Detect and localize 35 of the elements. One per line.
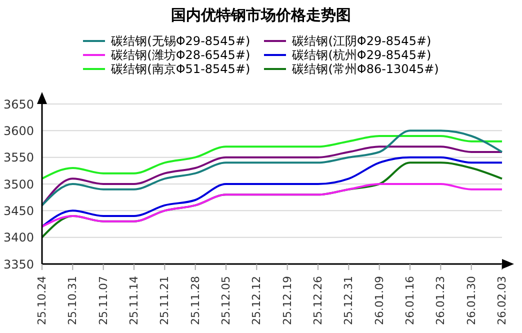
chart-title: 国内优特钢市场价格走势图: [170, 5, 352, 26]
line-series: [41, 183, 503, 228]
y-tick-label: 3550: [3, 150, 34, 165]
x-tick-label: 26.01.23: [434, 276, 448, 325]
y-tick-label: 3500: [3, 177, 34, 192]
x-tick-label: 25.11.21: [158, 276, 172, 325]
x-tick-label: 26.02.03: [496, 276, 508, 325]
line-series: [41, 130, 503, 206]
y-tick-label: 3650: [3, 97, 34, 112]
y-tick-label: 3600: [3, 124, 34, 138]
x-tick-label: 25.10.24: [36, 276, 48, 325]
x-tick-label: 25.10.31: [66, 276, 80, 325]
x-tick-label: 25.11.28: [188, 276, 202, 325]
y-tick-label: 3450: [3, 204, 34, 218]
x-tick-label: 25.11.07: [96, 276, 110, 325]
x-tick-label: 25.12.31: [342, 276, 356, 325]
legend-label: 碳结钢(潍坊Φ28-6545#): [111, 48, 250, 62]
line-series: [41, 156, 503, 228]
line-series: [41, 146, 503, 206]
x-tick-label: 26.01.09: [372, 276, 386, 325]
legend-label: 碳结钢(杭州Φ29-8545#): [292, 48, 432, 62]
legend-label: 碳结钢(江阴Φ29-8545#): [292, 34, 432, 48]
x-tick-label: 26.01.30: [464, 276, 478, 325]
legend-label: 碳结钢(常州Φ86-13045#): [292, 62, 439, 76]
y-tick-label: 3400: [3, 230, 34, 245]
x-tick-label: 25.12.26: [312, 276, 324, 325]
x-tick-label: 25.12.19: [280, 276, 294, 325]
x-tick-label: 25.12.05: [220, 276, 232, 325]
line-series: [41, 135, 503, 180]
x-tick-label: 26.01.16: [404, 276, 416, 325]
x-tick-label: 25.11.14: [128, 276, 140, 325]
x-tick-label: 25.12.12: [250, 276, 264, 325]
y-tick-label: 3350: [3, 257, 34, 272]
legend-label: 碳结钢(南京Φ51-8545#): [111, 62, 250, 76]
legend-label: 碳结钢(无锡Φ29-8545#): [111, 34, 250, 48]
